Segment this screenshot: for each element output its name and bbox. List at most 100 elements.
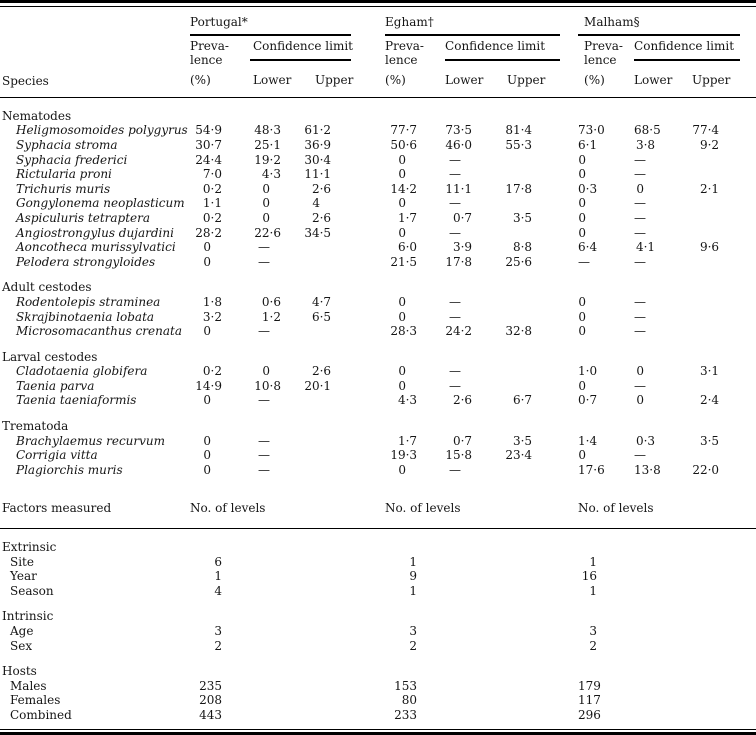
factor-label: Sex xyxy=(10,638,33,653)
value-cell: 17·8 xyxy=(505,181,533,196)
empty-cell xyxy=(445,624,560,639)
value-cell: 46·0 xyxy=(445,137,473,152)
species-name: Taenia parva xyxy=(16,378,95,393)
column-gap xyxy=(351,477,386,530)
column-gap xyxy=(351,624,385,639)
value-cell: 28·2 xyxy=(195,225,222,240)
value-cell: — xyxy=(449,225,462,240)
factor-label: Females xyxy=(10,693,61,708)
column-gap xyxy=(560,624,578,639)
value-cell xyxy=(670,167,740,182)
right-pad xyxy=(740,240,756,255)
value-cell: 0 xyxy=(203,324,211,339)
right-pad xyxy=(740,448,756,463)
value-cell: 1·4 xyxy=(578,433,598,448)
value-cell: — xyxy=(634,378,647,393)
value-cell: — xyxy=(449,309,462,324)
section-title: Hosts xyxy=(2,664,37,679)
species-name: Heligmosomoides polygyrus xyxy=(16,123,188,138)
species-row: Syphacia stroma 30·7 25·1 36·9 50·6 46·0 55·3 6… xyxy=(0,138,756,153)
species-name: Microsomacanthus crenata xyxy=(16,324,182,339)
right-pad xyxy=(740,364,756,379)
group-header-egham: Egham† xyxy=(385,7,561,36)
value-cell: 30·4 xyxy=(304,152,332,167)
table-body: Nematodes Heligmosomoides polygyrus 54·9 48… xyxy=(0,97,756,722)
column-gap xyxy=(351,310,385,325)
value-cell: — xyxy=(258,448,270,463)
value-cell: 4·3 xyxy=(397,393,418,408)
factor-row: Site 6 1 1 xyxy=(0,555,756,570)
value-cell: 0 xyxy=(398,167,407,182)
value-cell: 28·3 xyxy=(390,324,418,339)
value-cell: 0 xyxy=(203,393,211,408)
column-gap xyxy=(351,182,385,197)
right-pad xyxy=(740,693,756,708)
species-row: Aspiculuris tetraptera 0·2 0 2·6 1·7 0·7 3·5 0 — xyxy=(0,211,756,226)
column-gap xyxy=(351,7,386,98)
column-gap xyxy=(560,639,578,654)
empty-cell xyxy=(445,569,560,584)
value-cell: — xyxy=(634,309,647,324)
right-pad xyxy=(740,138,756,153)
column-gap xyxy=(560,379,578,394)
value-cell: 117 xyxy=(578,693,601,708)
value-cell: 0 xyxy=(578,225,587,240)
group-header-row: Species Portugal* Egham† Malham§ xyxy=(0,7,756,98)
confidence-rule: Confidence limit xyxy=(445,36,561,62)
species-name: Syphacia stroma xyxy=(16,137,118,152)
value-cell xyxy=(480,153,560,168)
confidence-rule: Confidence limit xyxy=(250,36,353,62)
value-cell xyxy=(287,448,351,463)
species-name: Skrajbinotaenia lobata xyxy=(16,309,155,324)
right-pad xyxy=(740,463,756,478)
value-cell: 0 xyxy=(262,196,270,211)
value-cell: 73·5 xyxy=(445,123,473,138)
right-pad xyxy=(740,393,756,408)
empty-cell xyxy=(250,639,351,654)
section-title: Adult cestodes xyxy=(2,280,92,295)
value-cell xyxy=(670,310,740,325)
value-cell xyxy=(287,434,351,449)
right-pad xyxy=(740,255,756,270)
value-cell: 0 xyxy=(578,309,587,324)
value-cell: 3·5 xyxy=(699,433,720,448)
value-cell: 0 xyxy=(578,324,587,339)
empty-cell xyxy=(634,679,740,694)
value-cell: 2·6 xyxy=(311,364,332,379)
column-gap xyxy=(560,123,578,138)
empty-cell xyxy=(634,584,740,599)
value-cell xyxy=(287,324,351,339)
column-gap xyxy=(560,7,579,98)
right-pad xyxy=(740,434,756,449)
empty-cell xyxy=(445,639,560,654)
value-cell: 0 xyxy=(578,378,587,393)
value-cell: 8·8 xyxy=(512,240,533,255)
species-row: Gongylonema neoplasticum 1·1 0 4 0 — 0 — xyxy=(0,196,756,211)
right-pad xyxy=(740,584,756,599)
column-gap xyxy=(560,364,578,379)
value-cell: 0·6 xyxy=(261,294,281,309)
right-pad xyxy=(740,379,756,394)
empty-cell xyxy=(250,584,351,599)
column-gap xyxy=(560,584,578,599)
column-gap xyxy=(351,569,385,584)
value-cell: — xyxy=(258,433,270,448)
species-row: Pelodera strongyloides 0 — 21·5 17·8 25·6 — — xyxy=(0,255,756,270)
column-gap xyxy=(351,255,385,270)
value-cell: — xyxy=(449,294,462,309)
species-column-label: Species xyxy=(2,74,49,89)
value-cell: 1·8 xyxy=(202,294,222,309)
column-gap xyxy=(560,555,578,570)
right-pad xyxy=(740,639,756,654)
value-cell: 36·9 xyxy=(304,137,332,152)
value-cell: 3·8 xyxy=(635,137,656,152)
species-name: Pelodera strongyloides xyxy=(16,254,156,269)
value-cell: 0 xyxy=(578,294,587,309)
species-name: Rictularia proni xyxy=(16,167,112,182)
species-row: Plagiorchis muris 0 — 0 — 17·6 13·8 22·0 xyxy=(0,463,756,478)
value-cell: 6·1 xyxy=(578,137,598,152)
value-cell: 1 xyxy=(409,554,418,569)
value-cell: 0·2 xyxy=(202,210,222,225)
factor-row: Age 3 3 3 xyxy=(0,624,756,639)
value-cell: 0·2 xyxy=(202,364,222,379)
